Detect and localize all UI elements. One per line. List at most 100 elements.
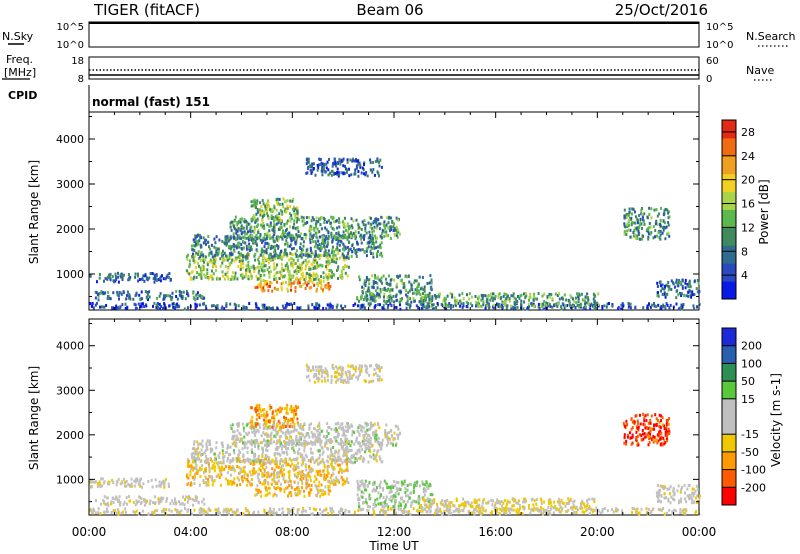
nsearch-tick-bottom: 10^0: [706, 40, 733, 51]
velocity-colorbar-segment: [722, 451, 736, 471]
time-tick-label: 00:00: [682, 525, 717, 539]
velocity-colorbar-segment: [722, 487, 736, 506]
nsearch-label: N.Search: [746, 30, 796, 43]
velocity-colorbar-tick-label: -50: [741, 446, 759, 459]
power-colorbar-ticks: 4 8 12 16 20 24 28: [722, 126, 755, 282]
velocity-colorbar-segment: [722, 345, 736, 364]
nsearch-tick-top: 10^5: [706, 22, 733, 33]
power-colorbar-tick-label: 24: [741, 150, 755, 163]
time-tick-label: 16:00: [478, 525, 513, 539]
power-region: [89, 271, 172, 284]
power-colorbar-tick-label: 4: [741, 269, 748, 282]
velocity-region: [89, 477, 170, 489]
power-region: [250, 197, 299, 223]
power-colorbar-segment: [722, 173, 736, 193]
time-tick-label: 08:00: [275, 525, 310, 539]
power-region: [419, 292, 600, 309]
power-colorbar-label: Power [dB]: [757, 179, 771, 244]
velocity-panel-frame: [88, 318, 700, 516]
velocity-colorbar-segment: [722, 363, 736, 382]
nsky-tick-bottom: 10^0: [57, 40, 84, 51]
velocity-colorbar-tick-label: 15: [741, 393, 755, 406]
power-colorbar-segment: [722, 137, 736, 157]
velocity-y-ticks: 1000 2000 3000 4000: [56, 322, 699, 503]
time-tick-label: 12:00: [377, 525, 412, 539]
power-colorbar-tick-label: 20: [741, 174, 755, 187]
nave-label: Nave: [746, 64, 774, 77]
power-y-ticks: 1000 2000 3000 4000: [56, 116, 699, 297]
velocity-colorbar-segment: [722, 469, 736, 488]
power-colorbar-tick-label: 16: [741, 198, 755, 211]
velocity-region: [95, 495, 206, 507]
power-region: [94, 289, 206, 302]
power-colorbar-tick-label: 12: [741, 221, 755, 234]
velocity-colorbar-segment: [722, 381, 736, 400]
time-axis-ticks: 00:00 04:00 08:00 12:00 16:00 20:00 00:00: [72, 112, 717, 539]
y-tick-label: 3000: [56, 384, 84, 397]
velocity-colorbar-tick-label: 50: [741, 375, 755, 388]
y-tick-label: 4000: [56, 340, 84, 353]
power-region: [656, 278, 701, 300]
power-colorbar-segment: [722, 245, 736, 264]
header-radar: TIGER (fitACF): [93, 1, 200, 19]
velocity-region: [622, 412, 671, 447]
velocity-data: [89, 363, 701, 516]
power-region: [305, 157, 383, 178]
freq-tick-bottom: 8: [78, 74, 84, 85]
y-tick-label: 3000: [56, 178, 84, 191]
velocity-colorbar-tick-label: 100: [741, 357, 762, 370]
power-colorbar-segment: [722, 227, 736, 246]
velocity-y-label: Slant Range [km]: [27, 366, 41, 470]
velocity-colorbar-tick-label: -100: [741, 464, 766, 477]
power-region: [254, 278, 332, 293]
velocity-colorbar-ticks: -200 -100 -50 -15 15 50 100 200: [722, 340, 766, 494]
velocity-colorbar-frame: [721, 327, 737, 506]
velocity-colorbar-tick-label: 200: [741, 340, 762, 353]
power-colorbar-segment: [722, 191, 736, 210]
velocity-region: [89, 507, 701, 516]
velocity-colorbar: [721, 327, 737, 506]
power-colorbar-frame: [721, 119, 737, 300]
nave-tick-bottom: 0: [706, 74, 712, 85]
power-colorbar-segment: [722, 263, 736, 282]
power-colorbar-tick-label: 8: [741, 245, 748, 258]
nsky-label: N.Sky: [2, 30, 34, 43]
power-colorbar-tick-label: 28: [741, 126, 755, 139]
velocity-colorbar-segment: [722, 328, 736, 347]
y-tick-label: 1000: [56, 473, 84, 486]
power-region: [89, 301, 701, 311]
freq-label: Freq.: [6, 53, 33, 66]
y-tick-label: 2000: [56, 223, 84, 236]
cpid-text: normal (fast) 151: [92, 95, 210, 109]
y-tick-label: 2000: [56, 429, 84, 442]
power-colorbar-segment: [722, 155, 736, 175]
nsky-trace: [89, 22, 699, 24]
nsky-tick-top: 10^5: [57, 22, 84, 33]
time-tick-label: 20:00: [580, 525, 615, 539]
freq-panel: [88, 56, 700, 80]
velocity-region: [254, 484, 332, 498]
y-tick-label: 4000: [56, 133, 84, 146]
power-data: [89, 157, 701, 311]
power-region: [185, 251, 350, 282]
velocity-colorbar-segment: [722, 416, 736, 435]
header-date: 25/Oct/2016: [615, 1, 708, 19]
velocity-colorbar-tick-label: -200: [741, 481, 766, 494]
nsky-panel: [88, 21, 700, 48]
velocity-region: [229, 421, 402, 447]
velocity-region: [249, 403, 300, 429]
velocity-region: [356, 479, 434, 509]
power-region: [623, 206, 671, 241]
header-beam: Beam 06: [356, 1, 423, 19]
velocity-colorbar-segment: [722, 434, 736, 453]
velocity-colorbar-tick-label: -15: [741, 428, 759, 441]
velocity-colorbar-label: Velocity [m s-1]: [769, 373, 783, 467]
power-colorbar-segment: [722, 120, 736, 139]
power-colorbar-segment: [722, 209, 736, 228]
nave-tick-top: 60: [706, 56, 719, 67]
freq-tick-top: 18: [71, 56, 84, 67]
velocity-region: [655, 483, 701, 505]
time-tick-label: 00:00: [72, 525, 107, 539]
y-tick-label: 1000: [56, 268, 84, 281]
